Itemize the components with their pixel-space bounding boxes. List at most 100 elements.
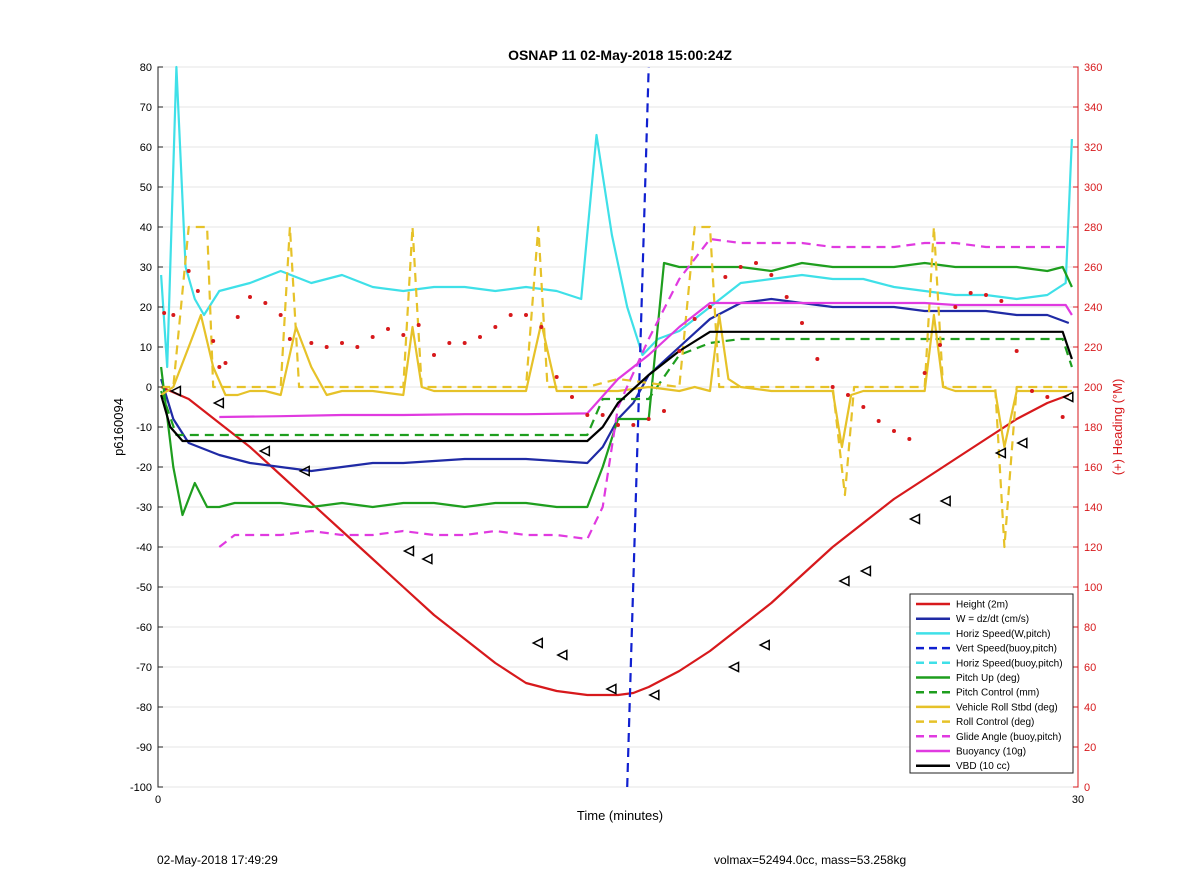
legend-box bbox=[909, 593, 1074, 774]
x-tick-label: 30 bbox=[1072, 794, 1084, 806]
heading-point bbox=[738, 265, 743, 269]
y-tick-label: 40 bbox=[140, 222, 152, 234]
legend-label: Horiz Speed(buoy,pitch) bbox=[956, 658, 1063, 669]
heading-point bbox=[984, 293, 988, 297]
heading-points bbox=[162, 261, 1065, 441]
heading-point bbox=[631, 423, 636, 427]
y-tick-label: 80 bbox=[140, 62, 152, 74]
heading-point bbox=[524, 313, 528, 317]
y-tick-label: -100 bbox=[130, 782, 152, 794]
heading-point bbox=[1014, 349, 1019, 353]
y-tick-label: 70 bbox=[140, 102, 152, 114]
legend-label: Horiz Speed(W,pitch) bbox=[956, 629, 1050, 640]
y2-tick-label: 300 bbox=[1084, 182, 1102, 194]
heading-point bbox=[416, 323, 421, 327]
heading-point bbox=[278, 313, 283, 317]
height-marker bbox=[258, 445, 271, 457]
heading-point bbox=[162, 311, 167, 315]
height-marker bbox=[421, 553, 433, 565]
heading-point bbox=[846, 393, 850, 397]
heading-point bbox=[999, 299, 1004, 303]
legend-label: Pitch Up (deg) bbox=[956, 673, 1020, 684]
height-marker bbox=[212, 397, 225, 409]
heading-point bbox=[800, 321, 804, 325]
height-marker bbox=[531, 637, 544, 649]
y2-tick-label: 80 bbox=[1084, 622, 1096, 634]
series-line bbox=[160, 385, 1070, 697]
y-tick-label: 20 bbox=[140, 302, 152, 314]
y-tick-label: -40 bbox=[136, 542, 152, 554]
heading-point bbox=[662, 409, 666, 413]
legend-label: W = dz/dt (cm/s) bbox=[956, 614, 1029, 625]
heading-point bbox=[263, 301, 268, 305]
y2-tick-label: 360 bbox=[1084, 62, 1102, 74]
y2-tick-label: 280 bbox=[1084, 222, 1102, 234]
y-tick-label: -70 bbox=[136, 662, 152, 674]
y2-tick-label: 240 bbox=[1084, 302, 1102, 314]
series-line bbox=[219, 301, 1073, 419]
x-tick-label: 0 bbox=[155, 794, 161, 806]
heading-point bbox=[692, 317, 697, 321]
y2-tick-label: 40 bbox=[1084, 702, 1096, 714]
height-marker bbox=[859, 565, 872, 577]
heading-point bbox=[248, 295, 252, 299]
height-marker bbox=[727, 661, 740, 673]
y-tick-label: 0 bbox=[146, 382, 152, 394]
legend-label: Height (2m) bbox=[956, 600, 1008, 611]
chart-title: OSNAP 11 02-May-2018 15:00:24Z bbox=[508, 47, 732, 63]
heading-point bbox=[287, 337, 292, 341]
y2-tick-label: 20 bbox=[1084, 742, 1096, 754]
y-tick-label: 10 bbox=[140, 342, 152, 354]
heading-point bbox=[784, 295, 789, 299]
footer-timestamp: 02-May-2018 17:49:29 bbox=[157, 853, 278, 867]
heading-point bbox=[340, 341, 344, 345]
heading-point bbox=[370, 335, 375, 339]
y2-tick-label: 0 bbox=[1084, 782, 1090, 794]
footer-volume-mass: volmax=52494.0cc, mass=53.258kg bbox=[714, 853, 907, 867]
heading-point bbox=[235, 315, 240, 319]
heading-point bbox=[754, 261, 758, 265]
y-tick-label: -80 bbox=[136, 702, 152, 714]
right-axis-ticks: 3603403203002802602402202001801601401201… bbox=[1073, 62, 1102, 794]
height-marker bbox=[556, 649, 568, 661]
heading-point bbox=[585, 413, 590, 417]
legend-label: Vert Speed(buoy,pitch) bbox=[956, 644, 1057, 655]
heading-point bbox=[616, 423, 620, 427]
heading-point bbox=[401, 333, 406, 337]
y-tick-label: -20 bbox=[136, 462, 152, 474]
heading-point bbox=[309, 341, 314, 345]
heading-point bbox=[723, 275, 728, 279]
heading-point bbox=[907, 437, 912, 441]
heading-point bbox=[432, 353, 436, 357]
heading-point bbox=[554, 375, 559, 379]
x-axis-label: Time (minutes) bbox=[577, 808, 663, 823]
heading-point bbox=[355, 345, 360, 349]
heading-point bbox=[195, 289, 200, 293]
y2-tick-label: 180 bbox=[1084, 422, 1102, 434]
heading-point bbox=[171, 313, 176, 317]
y-tick-label: -10 bbox=[136, 422, 152, 434]
y2-axis-label: (+) Heading (°M) bbox=[1110, 379, 1125, 476]
y-tick-label: 50 bbox=[140, 182, 152, 194]
legend-label: Glide Angle (buoy,pitch) bbox=[956, 732, 1061, 743]
heading-point bbox=[677, 349, 682, 353]
series-line bbox=[161, 225, 1072, 549]
heading-point bbox=[186, 269, 191, 273]
height-marker bbox=[939, 495, 951, 507]
series-line bbox=[160, 330, 1073, 443]
heading-point bbox=[815, 357, 820, 361]
y-tick-label: 30 bbox=[140, 262, 152, 274]
y2-tick-label: 220 bbox=[1084, 342, 1102, 354]
y-tick-label: -50 bbox=[136, 582, 152, 594]
y-tick-label: -90 bbox=[136, 742, 152, 754]
height-marker bbox=[298, 465, 310, 477]
series-line bbox=[160, 261, 1073, 517]
heading-point bbox=[1060, 415, 1065, 419]
y-tick-label: -30 bbox=[136, 502, 152, 514]
heading-point bbox=[539, 325, 544, 329]
heading-point bbox=[876, 419, 881, 423]
x-axis-ticks: 0 30 bbox=[155, 794, 1084, 806]
y2-tick-label: 160 bbox=[1084, 462, 1102, 474]
heading-point bbox=[570, 395, 574, 399]
heading-point bbox=[1030, 389, 1034, 393]
